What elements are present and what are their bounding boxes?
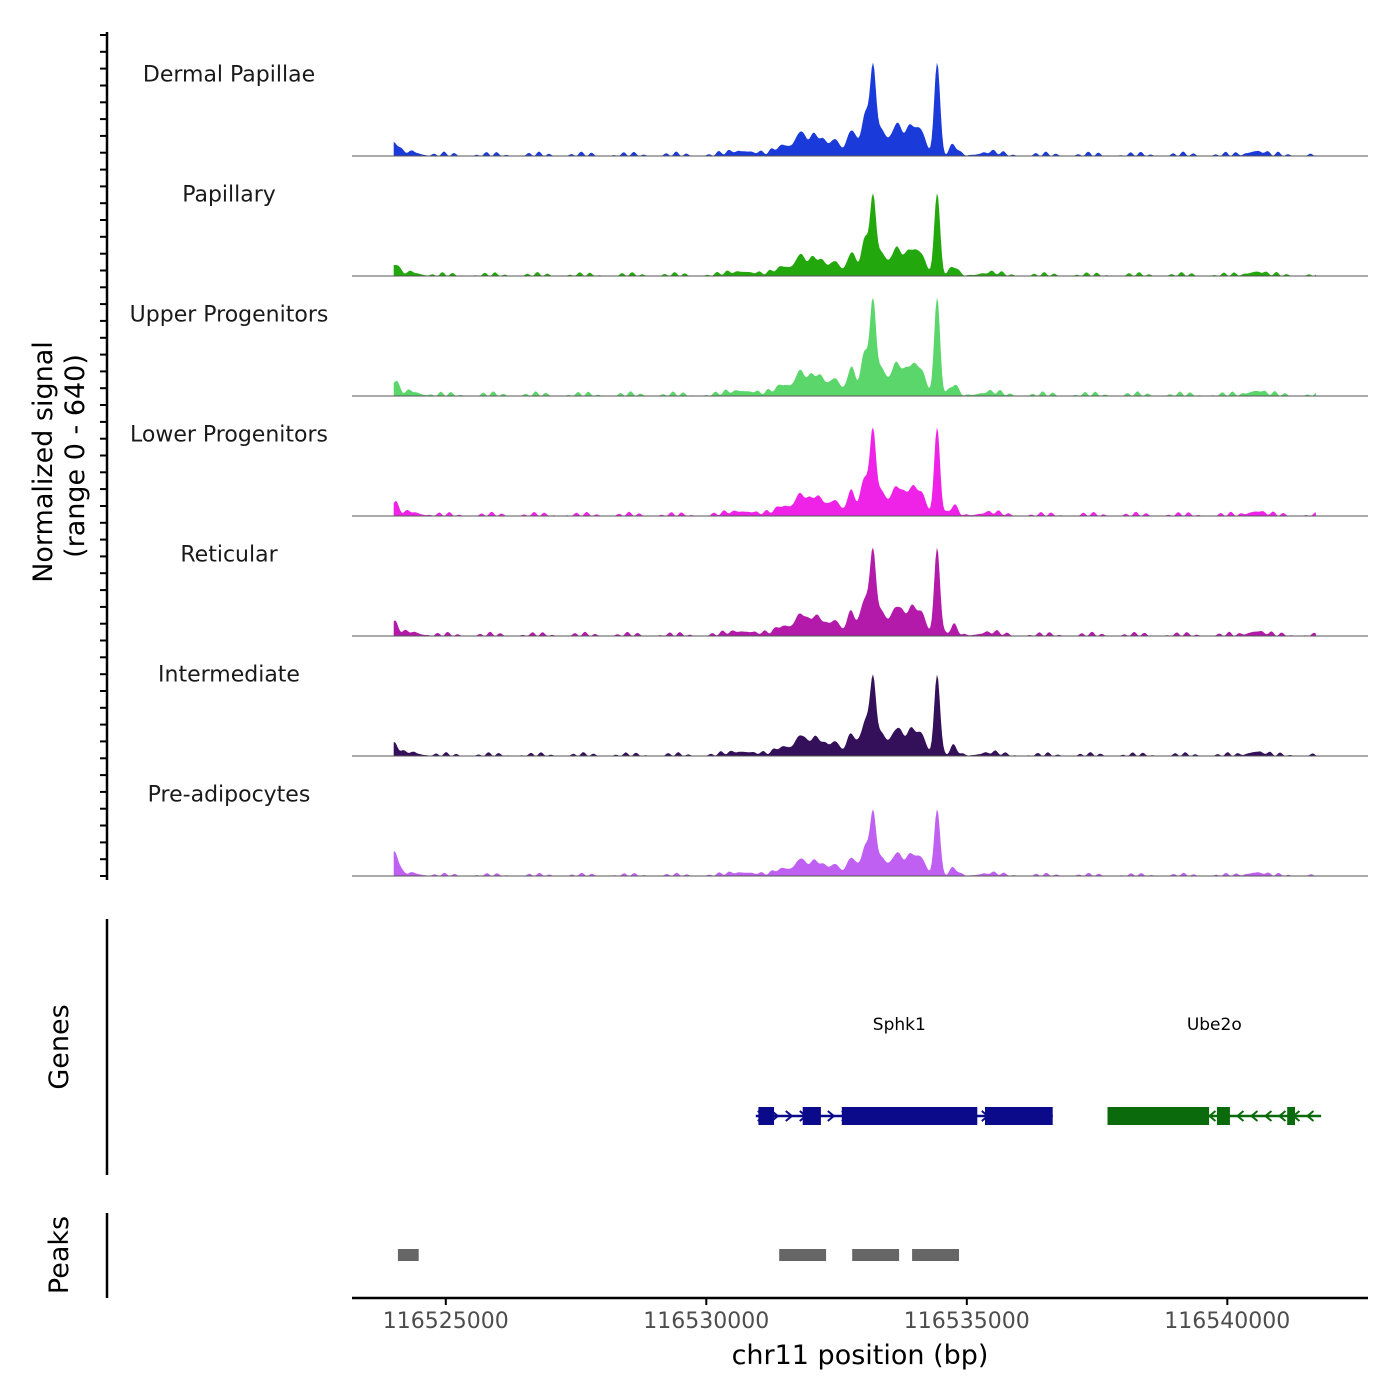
gene-exon bbox=[1107, 1107, 1210, 1125]
signal-area-papillary bbox=[393, 193, 1316, 276]
gene-exon bbox=[985, 1107, 1053, 1125]
gene-track: Sphk1 Ube2o bbox=[755, 1015, 1322, 1125]
gene-label: Ube2o bbox=[1187, 1015, 1242, 1035]
genes-panel-label: Genes bbox=[44, 1004, 75, 1089]
signal-area-upper-progenitors bbox=[393, 297, 1316, 396]
gene-exon bbox=[758, 1107, 774, 1125]
x-axis: 116525000 116530000 116535000 116540000 bbox=[352, 1296, 1368, 1334]
signal-area-reticular bbox=[393, 547, 1316, 636]
track-label: Intermediate bbox=[158, 663, 300, 688]
strand-arrow-icon bbox=[1277, 1110, 1287, 1122]
x-axis-title: chr11 position (bp) bbox=[732, 1340, 989, 1371]
strand-arrow-icon bbox=[1235, 1110, 1245, 1122]
peaks-panel-label: Peaks bbox=[44, 1216, 75, 1294]
track-label: Pre-adipocytes bbox=[148, 783, 311, 808]
gene-exon bbox=[1287, 1107, 1295, 1125]
signal-y-axis bbox=[100, 32, 109, 880]
peak-track bbox=[397, 1249, 959, 1261]
peak-region bbox=[779, 1249, 827, 1261]
gene-exon bbox=[841, 1107, 978, 1125]
strand-arrow-icon bbox=[1263, 1110, 1273, 1122]
signal-area-intermediate bbox=[393, 674, 1316, 756]
track-label: Dermal Papillae bbox=[143, 63, 315, 88]
strand-arrow-icon bbox=[785, 1110, 794, 1122]
track-label: Lower Progenitors bbox=[130, 423, 328, 448]
track-label: Papillary bbox=[182, 183, 276, 208]
signal-tracks: Dermal Papillae Papillary Upper Progenitor… bbox=[130, 62, 1368, 877]
signal-area-pre-adipocytes bbox=[393, 809, 1316, 876]
gene-exon bbox=[802, 1107, 821, 1125]
y-axis-range-label: (range 0 - 640) bbox=[60, 354, 91, 558]
signal-area-dermal-papillae bbox=[393, 62, 1316, 156]
x-tick-label: 116530000 bbox=[643, 1309, 769, 1334]
x-tick-label: 116540000 bbox=[1164, 1309, 1290, 1334]
strand-arrow-icon bbox=[1207, 1110, 1217, 1122]
track-label: Upper Progenitors bbox=[130, 303, 329, 328]
strand-arrow-icon bbox=[827, 1110, 836, 1122]
x-tick-label: 116525000 bbox=[383, 1309, 509, 1334]
strand-arrow-icon bbox=[1305, 1110, 1315, 1122]
y-axis-title: Normalized signal bbox=[28, 341, 59, 583]
x-tick-label: 116535000 bbox=[904, 1309, 1030, 1334]
signal-area-lower-progenitors bbox=[393, 427, 1316, 516]
track-label: Reticular bbox=[180, 543, 278, 568]
strand-arrow-icon bbox=[1249, 1110, 1259, 1122]
peak-region bbox=[397, 1249, 419, 1261]
peak-region bbox=[852, 1249, 900, 1261]
peak-region bbox=[912, 1249, 959, 1261]
gene-exon bbox=[1216, 1107, 1230, 1125]
gene-label: Sphk1 bbox=[873, 1015, 926, 1035]
